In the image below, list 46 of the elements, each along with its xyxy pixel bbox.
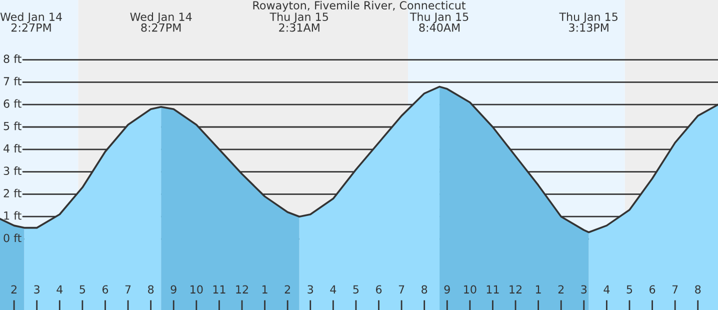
annotation: Wed Jan 14 8:27PM [130, 12, 192, 32]
annotation: Thu Jan 15 8:40AM [410, 12, 468, 32]
x-tick-label: 7 [672, 285, 678, 294]
y-tick-label: 7 ft [4, 76, 22, 86]
x-tick-label: 8 [148, 285, 154, 294]
x-tick-label: 12 [236, 285, 248, 294]
x-tick-label: 10 [190, 285, 203, 294]
y-tick-label: 6 ft [4, 99, 22, 108]
x-tick-label: 11 [213, 285, 226, 294]
y-tick-label: 1 ft [4, 211, 22, 220]
x-tick-label: 3 [34, 285, 40, 294]
x-tick-label: 4 [56, 285, 63, 294]
x-tick-label: 8 [695, 285, 701, 294]
x-tick-label: 5 [80, 285, 85, 294]
x-tick-label: 6 [102, 285, 108, 294]
x-tick-label: 5 [353, 285, 359, 294]
annotation: Wed Jan 14 2:27PM [0, 12, 62, 32]
x-tick-label: 12 [510, 285, 522, 294]
x-tick-label: 11 [486, 285, 499, 294]
x-tick-label: 2 [284, 285, 290, 294]
x-tick-label: 7 [398, 285, 404, 294]
y-tick-label: 2 ft [4, 188, 22, 198]
x-tick-label: 5 [626, 285, 632, 294]
x-tick-label: 2 [11, 285, 16, 294]
x-tick-label: 6 [376, 285, 382, 294]
x-tick-label: 4 [330, 285, 336, 294]
y-tick-label: 8 ft [4, 54, 22, 64]
x-tick-label: 10 [464, 285, 476, 294]
y-tick-label: 3 ft [4, 166, 22, 176]
x-tick-label: 9 [444, 285, 450, 294]
x-tick-label: 1 [536, 285, 541, 294]
annotation: Thu Jan 15 2:31AM [270, 12, 328, 32]
x-tick-label: 7 [125, 285, 131, 294]
x-tick-label: 4 [604, 285, 610, 294]
x-tick-label: 8 [422, 285, 428, 294]
x-tick-label: 6 [650, 285, 656, 294]
y-tick-label: 4 ft [4, 144, 22, 152]
y-tick-label: 5 ft [4, 122, 22, 130]
chart-title: Rowayton, Fivemile River, Connecticut [253, 0, 466, 12]
x-tick-label: 2 [558, 285, 564, 294]
y-tick-label: 0 ft [4, 234, 22, 242]
x-tick-label: 3 [308, 285, 314, 294]
x-tick-label: 1 [262, 285, 268, 294]
x-tick-label: 3 [581, 285, 587, 294]
x-tick-label: 9 [170, 285, 176, 294]
annotation: Thu Jan 15 3:13PM [559, 12, 618, 32]
